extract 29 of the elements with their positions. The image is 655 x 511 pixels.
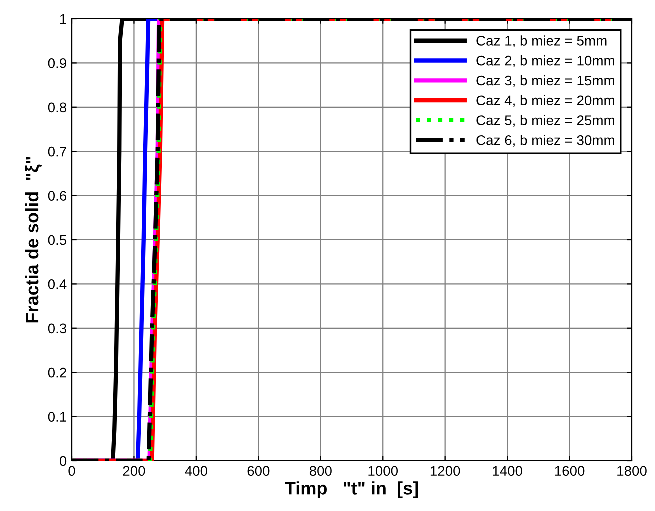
y-tick-label: 0.3 <box>48 324 67 334</box>
x-tick-label: 1200 <box>430 466 460 476</box>
legend-label: Caz 1, b miez = 5mm <box>476 36 607 48</box>
y-axis-title: Fractia de solid "ξ" <box>25 157 42 323</box>
legend-label: Caz 3, b miez = 15mm <box>476 75 614 88</box>
x-tick-label: 200 <box>123 466 146 476</box>
y-tick-label: 0.1 <box>48 412 66 422</box>
x-tick-label: 400 <box>185 466 208 476</box>
x-tick-label: 800 <box>310 466 332 476</box>
y-tick-label: 0.2 <box>48 368 66 378</box>
y-tick-label: 0.6 <box>48 191 67 201</box>
x-tick-label: 1000 <box>368 466 398 476</box>
y-tick-label: 0.5 <box>48 235 67 246</box>
x-tick-label: 600 <box>248 466 270 476</box>
y-tick-label: 0.4 <box>48 280 67 290</box>
y-tick-label: 0.9 <box>48 58 66 68</box>
x-tick-label: 0 <box>68 466 76 476</box>
legend-label: Caz 6, b miez = 30mm <box>476 135 614 147</box>
y-tick-label: 0.8 <box>48 102 67 113</box>
y-tick-label: 1 <box>60 14 66 24</box>
legend-label: Caz 4, b miez = 20mm <box>476 95 614 108</box>
x-tick-label: 1800 <box>618 466 647 476</box>
x-tick-label: 1600 <box>555 466 585 476</box>
y-tick-label: 0 <box>60 456 67 466</box>
x-axis-title: Timp "t" in [s] <box>285 482 418 498</box>
legend-label: Caz 2, b miez = 10mm <box>476 56 614 68</box>
legend-label: Caz 5, b miez = 25mm <box>476 115 614 128</box>
y-tick-label: 0.7 <box>48 146 66 157</box>
x-tick-label: 1400 <box>493 466 522 476</box>
